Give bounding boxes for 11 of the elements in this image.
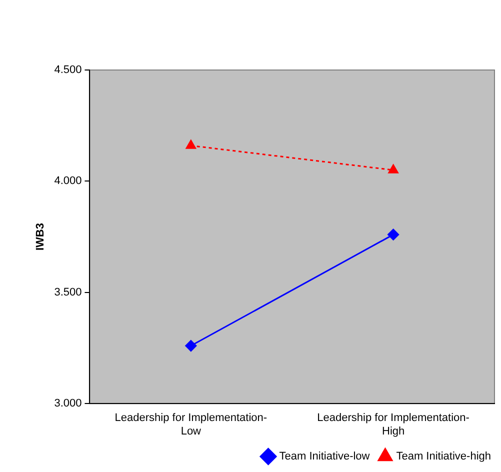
y-tick-label: 4.000 <box>54 175 82 188</box>
y-tick-label: 3.000 <box>54 398 82 410</box>
y-tick-label: 4.500 <box>54 64 82 76</box>
x-tick-label: Leadership for Implementation-High <box>317 412 470 438</box>
y-axis-title: IWB3 <box>34 223 47 251</box>
legend-label: Team Initiative-low <box>279 450 370 463</box>
x-tick-label: Leadership for Implementation-Low <box>114 412 268 438</box>
legend-label: Team Initiative-high <box>396 450 492 463</box>
point <box>388 228 400 240</box>
point <box>185 340 197 352</box>
y-tick-label: 3.500 <box>54 286 82 298</box>
